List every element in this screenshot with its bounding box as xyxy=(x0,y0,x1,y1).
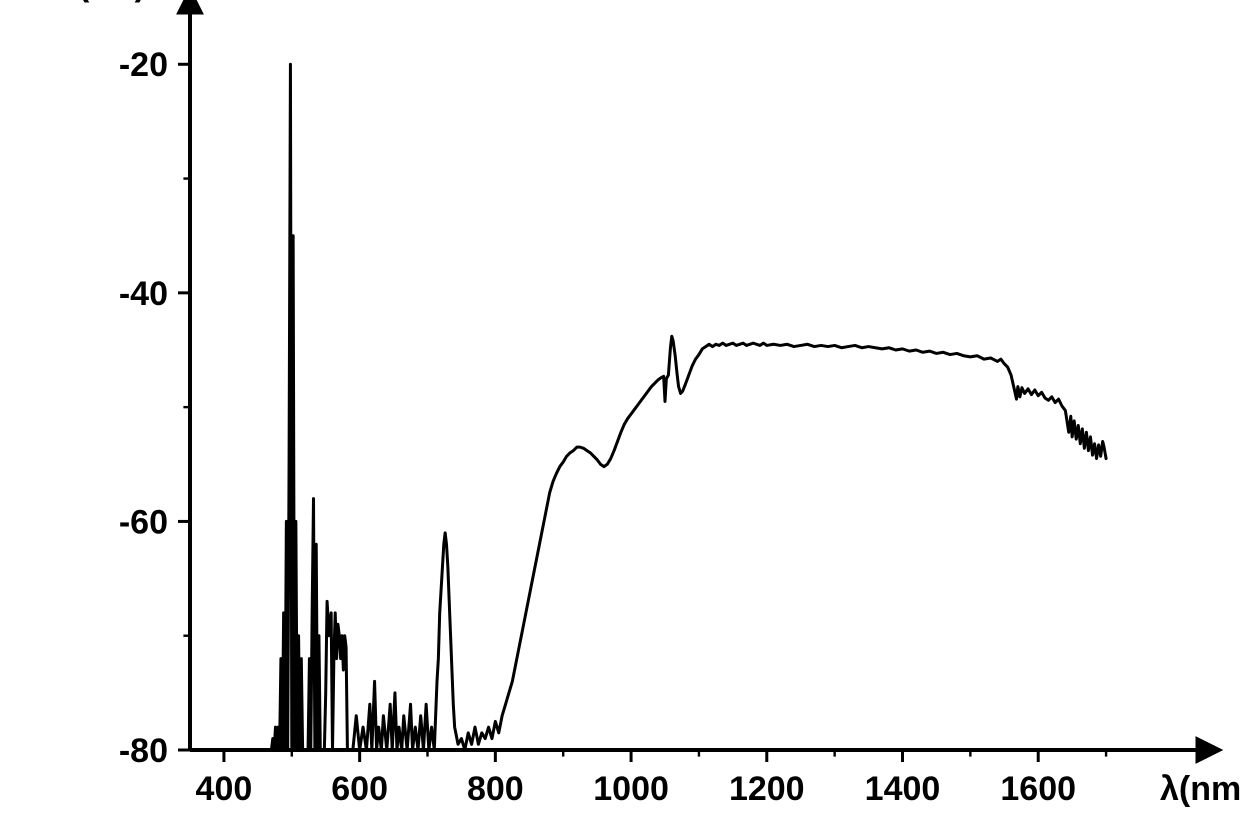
x-tick-label: 400 xyxy=(196,770,253,808)
x-tick-label: 1200 xyxy=(729,770,805,808)
x-tick-label: 1600 xyxy=(1000,770,1076,808)
y-tick-label: -60 xyxy=(119,503,168,541)
spectrum-chart: 400 600 800 1000 1200 1400 1600 λ(nm) -80 -60 -40 -… xyxy=(0,0,1240,840)
x-tick-label: 1000 xyxy=(593,770,669,808)
y-tick-label: -20 xyxy=(119,46,168,84)
x-axis-label: λ(nm) xyxy=(1160,770,1240,808)
y-tick-label: -80 xyxy=(119,732,168,770)
x-tick-label: 800 xyxy=(467,770,524,808)
spectrum-line xyxy=(271,64,1106,750)
y-tick-label: -40 xyxy=(119,275,168,313)
x-tick-label: 1400 xyxy=(865,770,941,808)
y-axis-label: P(dB) xyxy=(55,0,146,4)
x-tick-label: 600 xyxy=(331,770,388,808)
